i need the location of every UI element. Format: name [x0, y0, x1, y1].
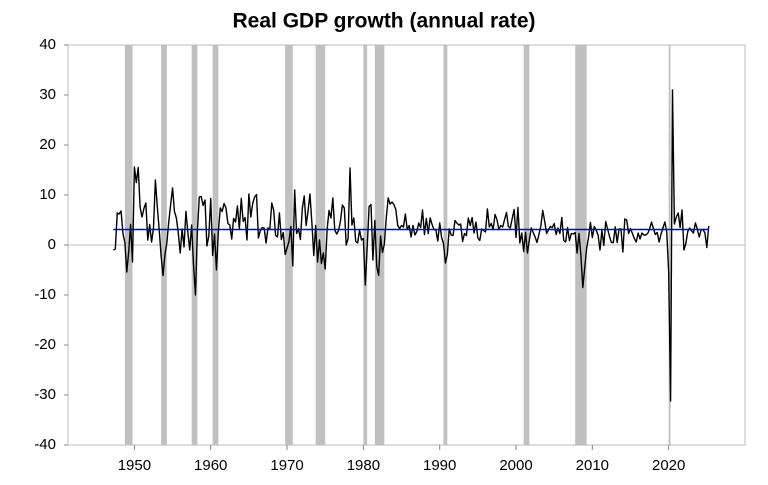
y-tick-label: 20 — [39, 136, 56, 153]
chart-title: Real GDP growth (annual rate) — [233, 10, 536, 33]
x-tick-label: 2020 — [652, 457, 685, 474]
x-tick-label: 1960 — [194, 457, 227, 474]
x-tick-label: 1980 — [347, 457, 380, 474]
gdp-growth-line — [113, 89, 710, 402]
x-tick-label: 1950 — [118, 457, 151, 474]
y-tick-label: 40 — [39, 36, 56, 53]
y-tick-label: -40 — [34, 436, 56, 453]
x-tick-label: 2000 — [499, 457, 532, 474]
x-tick-label: 1990 — [423, 457, 456, 474]
y-tick-label: 0 — [48, 236, 56, 253]
x-tick-label: 1970 — [270, 457, 303, 474]
x-tick-label: 2010 — [576, 457, 609, 474]
y-tick-label: 10 — [39, 186, 56, 203]
y-tick-label: -10 — [34, 286, 56, 303]
y-tick-label: 30 — [39, 86, 56, 103]
y-tick-label: -20 — [34, 336, 56, 353]
y-tick-label: -30 — [34, 386, 56, 403]
